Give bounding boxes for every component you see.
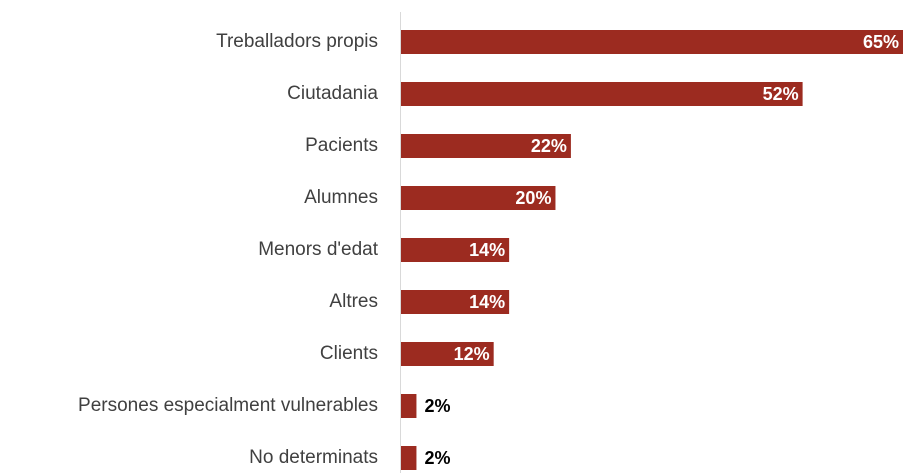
data-label: 2%	[424, 396, 450, 416]
y-tick-label: Pacients	[305, 135, 378, 156]
bar	[401, 446, 417, 470]
bar	[401, 186, 556, 210]
y-tick-label: Alumnes	[304, 187, 378, 208]
bar	[401, 82, 803, 106]
y-tick-label: No determinats	[249, 447, 378, 468]
y-tick-label: Altres	[329, 291, 378, 312]
bar	[401, 30, 903, 54]
data-label: 12%	[454, 344, 490, 364]
data-label: 52%	[763, 84, 799, 104]
bar	[401, 290, 510, 314]
data-label: 20%	[515, 188, 551, 208]
bar	[401, 134, 571, 158]
data-label: 14%	[469, 240, 505, 260]
y-tick-label: Clients	[320, 343, 378, 364]
data-label: 65%	[863, 32, 899, 52]
y-tick-label: Menors d'edat	[258, 239, 379, 260]
y-tick-label: Persones especialment vulnerables	[78, 395, 378, 416]
data-label: 22%	[531, 136, 567, 156]
data-label: 14%	[469, 292, 505, 312]
bar	[401, 394, 417, 418]
bar	[401, 342, 494, 366]
y-tick-label: Treballadors propis	[216, 31, 378, 52]
bar	[401, 238, 510, 262]
y-tick-label: Ciutadania	[287, 83, 378, 104]
data-label: 2%	[424, 448, 450, 468]
